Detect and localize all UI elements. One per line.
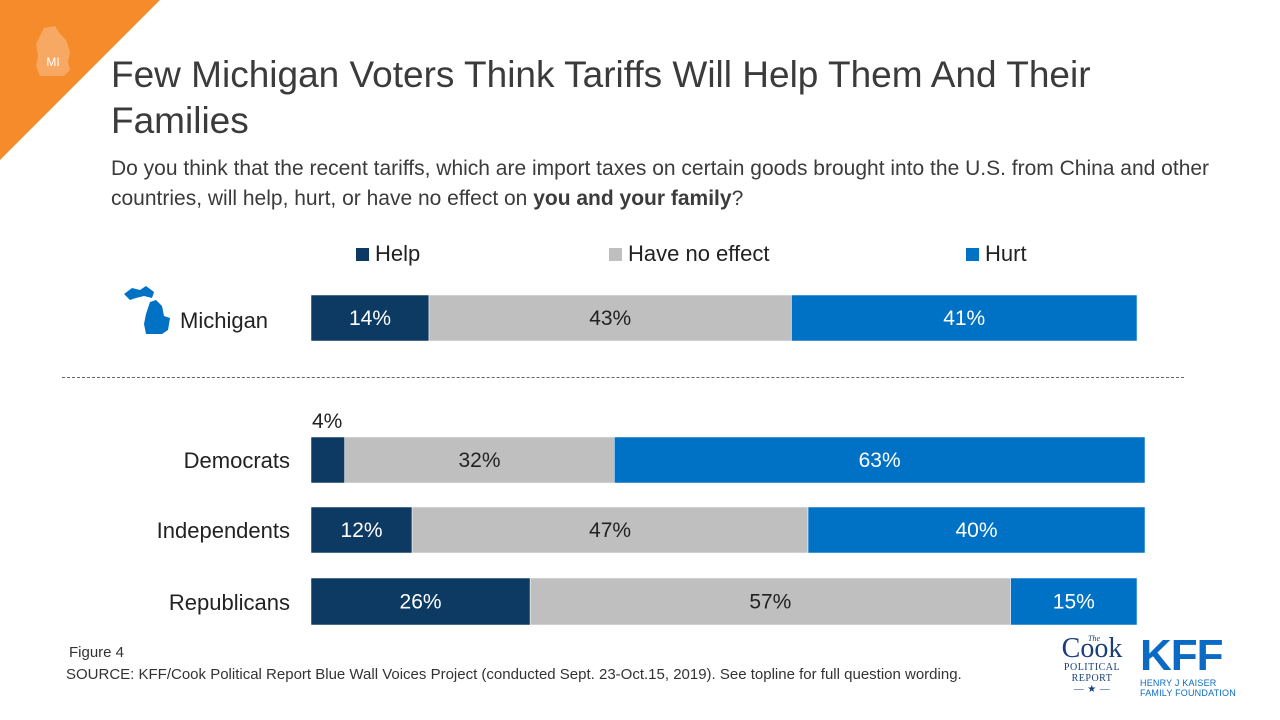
legend-swatch-no-effect — [608, 246, 623, 262]
data-label-democrats-no-effect: 32% — [458, 449, 500, 472]
cook-political-report-logo: The Cook POLITICAL REPORT — ★ — — [1056, 633, 1128, 700]
page-title: Few Michigan Voters Think Tariffs Will H… — [111, 54, 1091, 141]
bar-michigan-help — [310, 294, 430, 342]
data-label-michigan-no-effect: 43% — [589, 307, 631, 330]
data-label-republicans-help: 26% — [400, 591, 442, 614]
legend-label-help: Help — [375, 241, 421, 266]
category-label-republicans: Republicans — [168, 590, 290, 615]
cook-logo-line1: POLITICAL — [1063, 662, 1121, 673]
bar-michigan-hurt — [791, 294, 1138, 342]
bar-michigan-no-effect — [428, 294, 792, 342]
question-text: Do you think that the recent tariffs, wh… — [111, 154, 1271, 214]
question-text-main: Do you think that the recent tariffs, wh… — [111, 157, 1210, 210]
bar-independents-hurt — [807, 506, 1146, 554]
legend-item-no-effect: Have no effect — [608, 240, 769, 268]
data-label-independents-help: 12% — [341, 519, 383, 542]
bar-democrats-hurt — [614, 436, 1146, 484]
data-label-republicans-hurt: 15% — [1053, 591, 1095, 614]
cook-logo-the: The — [1088, 634, 1100, 643]
bar-democrats-help — [310, 436, 345, 484]
category-label-michigan: Michigan — [180, 308, 269, 333]
michigan-outline-icon — [36, 26, 70, 76]
legend-label-hurt: Hurt — [985, 241, 1027, 266]
bar-independents-no-effect — [411, 506, 809, 554]
bar-republicans-hurt — [1010, 577, 1138, 626]
legend-item-help: Help — [355, 240, 420, 268]
data-label-democrats-help: 4% — [312, 410, 342, 433]
data-label-michigan-hurt: 41% — [943, 307, 985, 330]
state-badge-text: MI — [46, 55, 59, 69]
data-label-republicans-no-effect: 57% — [749, 591, 791, 614]
cook-logo-star-icon: — ★ — — [1073, 684, 1111, 695]
bar-democrats-no-effect — [344, 436, 615, 484]
data-label-independents-no-effect: 47% — [589, 519, 631, 542]
kff-logo-line1: HENRY J KAISER — [1140, 678, 1217, 688]
legend-swatch-hurt — [965, 246, 980, 262]
kff-logo: KFF HENRY J KAISER FAMILY FOUNDATION — [1140, 631, 1240, 699]
legend-swatch-help — [355, 246, 370, 262]
figure-number: Figure 4 — [69, 644, 125, 661]
section-divider — [62, 377, 1184, 378]
corner-badge: MI — [0, 0, 160, 160]
legend-item-hurt: Hurt — [965, 240, 1027, 268]
michigan-map-icon — [124, 286, 170, 334]
data-label-democrats-hurt: 63% — [859, 449, 901, 472]
question-text-end: ? — [731, 187, 744, 210]
kff-logo-line2: FAMILY FOUNDATION — [1140, 688, 1236, 698]
source-note: SOURCE: KFF/Cook Political Report Blue W… — [66, 666, 962, 683]
cook-logo-line2: REPORT — [1071, 673, 1113, 684]
bar-republicans-no-effect — [529, 577, 1011, 626]
question-text-emphasis: you and your family — [533, 187, 732, 210]
category-label-democrats: Democrats — [183, 448, 290, 473]
kff-logo-name: KFF — [1140, 631, 1224, 680]
data-label-michigan-help: 14% — [349, 307, 391, 330]
category-label-independents: Independents — [156, 518, 290, 543]
data-label-independents-hurt: 40% — [955, 519, 997, 542]
cook-logo-name: Cook — [1061, 633, 1123, 664]
legend-label-no-effect: Have no effect — [628, 241, 770, 266]
bar-republicans-help — [310, 577, 531, 626]
